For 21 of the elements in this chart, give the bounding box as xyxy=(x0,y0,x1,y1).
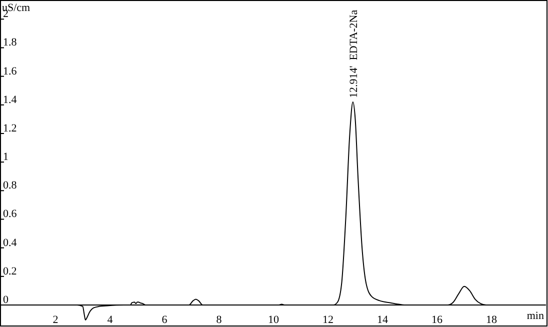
x-tick-label: 10 xyxy=(268,314,280,326)
annotation: 12.914' EDTA-2Na xyxy=(348,10,360,98)
y-tick-label: 0.4 xyxy=(3,236,18,249)
x-tick-label: 18 xyxy=(486,314,498,326)
x-tick-label: 2 xyxy=(52,314,58,326)
y-tick-label: 1.2 xyxy=(3,122,17,134)
y-tick-label: 0 xyxy=(3,294,9,306)
x-tick-label: 6 xyxy=(162,314,168,326)
y-tick-label: 1.8 xyxy=(3,36,18,49)
x-axis-title: min xyxy=(526,310,544,322)
x-tick-label: 14 xyxy=(377,314,388,326)
x-tick-label: 12 xyxy=(322,314,334,326)
y-tick-label: 1.4 xyxy=(3,94,18,106)
y-tick-label: 0.8 xyxy=(3,180,18,192)
y-tick-label: 1.6 xyxy=(3,65,18,78)
y-tick-label: 0.2 xyxy=(3,265,17,278)
y-tick-label: 1 xyxy=(3,151,8,164)
x-tick-label: 4 xyxy=(107,314,114,326)
y-tick-label: 0.6 xyxy=(3,208,18,220)
x-tick-label: 16 xyxy=(432,314,443,326)
x-tick-label: 8 xyxy=(216,314,222,326)
